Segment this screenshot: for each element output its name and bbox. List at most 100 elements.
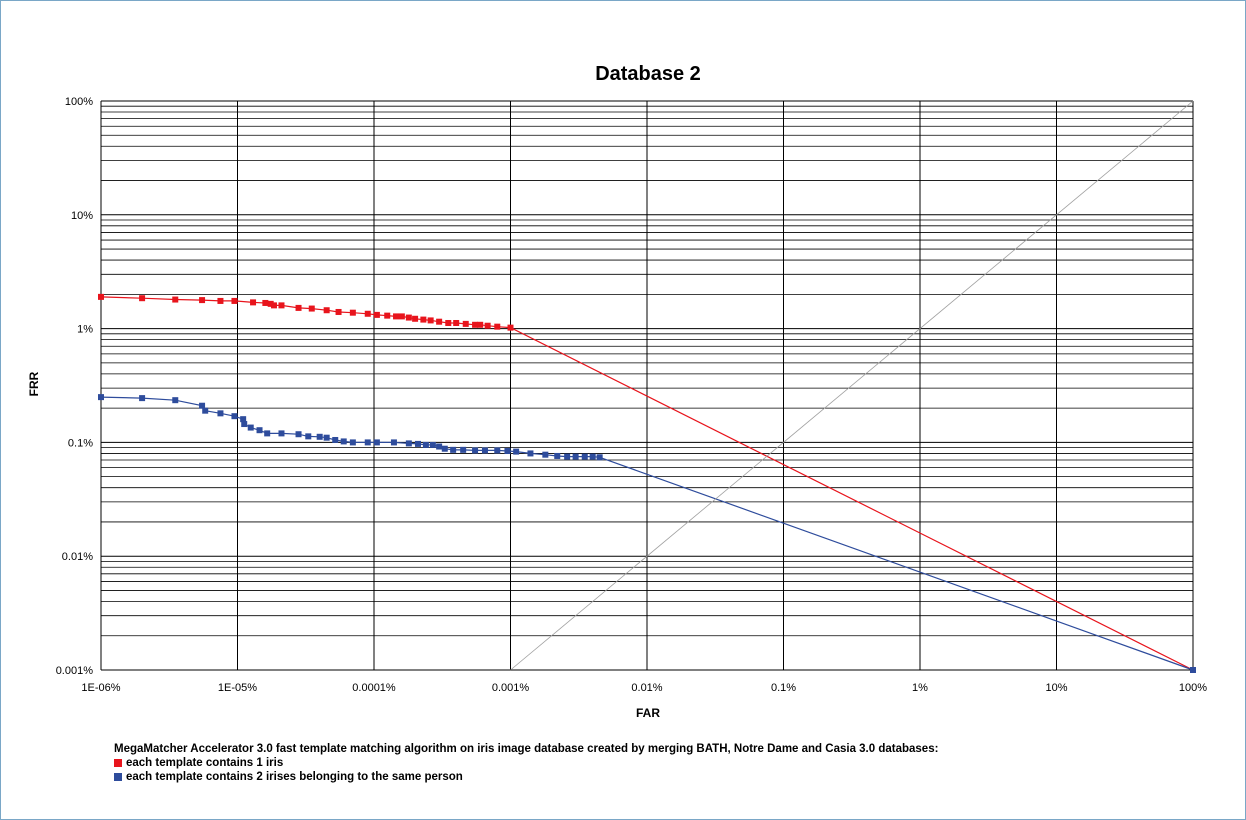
gridlines [100, 100, 1194, 671]
data-point-series-1 [98, 293, 104, 300]
data-point-series-1 [262, 299, 269, 306]
data-point-series-1 [335, 308, 342, 315]
data-point-series-1 [139, 295, 146, 302]
data-point-series-1 [217, 297, 224, 304]
legend-item-1: each template contains 1 iris [114, 756, 938, 770]
data-point-series-2 [494, 447, 501, 454]
data-point-series-2 [414, 440, 421, 447]
data-point-series-1 [405, 314, 412, 321]
chart-caption: MegaMatcher Accelerator 3.0 fast templat… [114, 742, 938, 784]
data-point-series-1 [445, 319, 452, 326]
data-point-series-1 [295, 304, 302, 311]
data-point-series-2 [527, 450, 534, 457]
x-tick-label: 0.01% [631, 682, 662, 694]
data-point-series-2 [554, 452, 561, 459]
data-point-series-1 [172, 296, 179, 303]
data-point-series-2 [429, 441, 436, 448]
data-point-series-2 [436, 443, 443, 450]
caption-text: MegaMatcher Accelerator 3.0 fast templat… [114, 743, 939, 755]
x-tick-label: 1E-05% [218, 682, 257, 694]
data-point-series-1 [349, 309, 356, 316]
data-point-series-2 [305, 433, 312, 440]
data-point-series-1 [364, 310, 371, 317]
y-tick-label: 0.1% [68, 437, 93, 449]
data-point-series-1 [398, 313, 405, 320]
data-point-series-2 [589, 453, 596, 460]
data-point-series-1 [412, 315, 419, 322]
data-point-series-1 [373, 311, 380, 318]
data-point-series-2 [542, 451, 549, 458]
data-point-series-2 [364, 439, 371, 446]
data-point-series-2 [441, 445, 448, 452]
data-point-series-2 [278, 430, 285, 437]
x-tick-label: 0.001% [492, 682, 530, 694]
y-tick-label: 10% [71, 210, 93, 222]
data-point-series-1 [267, 300, 274, 307]
tick-labels: 1E-06% 1E-05% 0.0001% 0.001% 0.01% 0.1% 1% 10% 1… [56, 96, 1208, 694]
data-point-series-2 [349, 439, 356, 446]
legend-label-1: each template contains 1 iris [126, 757, 284, 769]
data-point-series-2 [1190, 667, 1196, 673]
data-point-series-1 [453, 319, 460, 326]
data-point-series-2 [323, 434, 330, 441]
y-axis-label: FRR [27, 371, 41, 396]
legend-swatch-red [114, 759, 122, 767]
data-point-series-1 [472, 321, 479, 328]
x-tick-label: 10% [1045, 682, 1067, 694]
data-point-series-1 [494, 323, 501, 330]
x-tick-label: 100% [1179, 682, 1207, 694]
data-point-series-2 [373, 439, 380, 446]
data-point-series-2 [202, 407, 209, 414]
data-point-series-2 [581, 453, 588, 460]
data-point-series-2 [340, 438, 347, 445]
data-point-series-2 [596, 454, 603, 461]
data-point-series-2 [199, 402, 206, 409]
data-point-series-1 [427, 317, 434, 324]
data-point-series-1 [278, 302, 285, 309]
data-point-series-1 [393, 313, 400, 320]
y-tick-label: 100% [65, 96, 93, 108]
data-point-series-2 [172, 397, 179, 404]
data-point-series-2 [247, 424, 254, 431]
data-point-series-2 [241, 421, 248, 428]
data-point-series-2 [481, 447, 488, 454]
series-layer [98, 100, 1196, 673]
diagonal-line [510, 100, 1194, 671]
data-point-series-2 [231, 413, 238, 420]
data-point-series-2 [513, 448, 520, 455]
data-point-series-1 [308, 305, 315, 312]
data-point-series-1 [323, 307, 330, 314]
y-tick-label: 0.01% [62, 551, 93, 563]
y-tick-label: 0.001% [56, 665, 94, 677]
legend-label-2: each template contains 2 irises belongin… [126, 771, 463, 783]
data-point-series-2 [460, 446, 467, 453]
data-point-series-1 [462, 320, 469, 327]
data-point-series-1 [384, 312, 391, 319]
data-point-series-1 [484, 322, 491, 329]
data-point-series-2 [405, 440, 412, 447]
data-point-series-2 [98, 394, 104, 401]
data-point-series-1 [436, 318, 443, 325]
data-point-series-1 [270, 302, 277, 309]
x-axis-label: FAR [636, 706, 660, 720]
x-tick-label: 1E-06% [81, 682, 120, 694]
data-point-series-1 [507, 324, 514, 331]
data-point-series-2 [504, 448, 511, 455]
chart-title: Database 2 [595, 63, 701, 85]
data-point-series-2 [332, 436, 339, 443]
x-tick-label: 0.1% [771, 682, 796, 694]
data-point-series-1 [420, 316, 427, 323]
data-point-series-2 [390, 439, 397, 446]
x-tick-label: 1% [912, 682, 928, 694]
data-point-series-1 [250, 299, 257, 306]
data-point-series-2 [572, 453, 579, 460]
data-point-series-1 [477, 321, 484, 328]
data-point-series-2 [564, 453, 571, 460]
y-tick-label: 1% [77, 324, 93, 336]
data-point-series-2 [256, 427, 263, 434]
data-point-series-2 [217, 410, 224, 417]
x-tick-label: 0.0001% [352, 682, 396, 694]
data-point-series-1 [199, 297, 206, 304]
data-point-series-2 [295, 431, 302, 438]
